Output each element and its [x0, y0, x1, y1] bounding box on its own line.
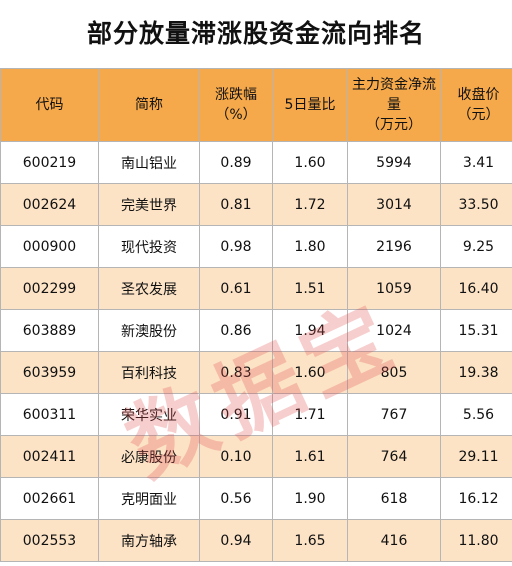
- cell-name: 完美世界: [98, 183, 200, 226]
- cell-close-price: 16.12: [440, 477, 512, 520]
- cell-close-price: 5.56: [440, 393, 512, 436]
- cell-change-pct: 0.83: [199, 351, 273, 394]
- cell-volume-ratio: 1.90: [272, 477, 348, 520]
- cell-close-price: 16.40: [440, 267, 512, 310]
- cell-change-pct: 0.91: [199, 393, 273, 436]
- cell-main-net-flow: 1024: [347, 309, 441, 352]
- cell-code: 000900: [0, 225, 99, 268]
- table-row: 603959 百利科技 0.83 1.60 805 19.38: [0, 351, 512, 394]
- cell-main-net-flow: 416: [347, 519, 441, 562]
- cell-volume-ratio: 1.60: [272, 141, 348, 184]
- cell-close-price: 15.31: [440, 309, 512, 352]
- cell-close-price: 33.50: [440, 183, 512, 226]
- cell-volume-ratio: 1.80: [272, 225, 348, 268]
- cell-volume-ratio: 1.61: [272, 435, 348, 478]
- column-header-code: 代码: [0, 68, 99, 142]
- cell-code: 600219: [0, 141, 99, 184]
- column-header-name: 简称: [98, 68, 200, 142]
- cell-change-pct: 0.61: [199, 267, 273, 310]
- cell-code: 603889: [0, 309, 99, 352]
- cell-code: 002661: [0, 477, 99, 520]
- cell-close-price: 9.25: [440, 225, 512, 268]
- table-row: 002553 南方轴承 0.94 1.65 416 11.80: [0, 519, 512, 562]
- table-row: 002299 圣农发展 0.61 1.51 1059 16.40: [0, 267, 512, 310]
- cell-code: 002299: [0, 267, 99, 310]
- column-header-main-net-flow: 主力资金净流量 （万元）: [347, 68, 441, 142]
- cell-name: 南山铝业: [98, 141, 200, 184]
- cell-volume-ratio: 1.71: [272, 393, 348, 436]
- cell-volume-ratio: 1.51: [272, 267, 348, 310]
- fund-flow-table: 代码 简称 涨跌幅 （%） 5日量比 主力资金净流量 （万元） 收盘价 （元） 600…: [0, 68, 512, 562]
- table-row: 002624 完美世界 0.81 1.72 3014 33.50: [0, 183, 512, 226]
- cell-change-pct: 0.81: [199, 183, 273, 226]
- table-header-row: 代码 简称 涨跌幅 （%） 5日量比 主力资金净流量 （万元） 收盘价 （元）: [0, 68, 512, 142]
- cell-code: 002624: [0, 183, 99, 226]
- cell-name: 圣农发展: [98, 267, 200, 310]
- cell-volume-ratio: 1.72: [272, 183, 348, 226]
- cell-code: 600311: [0, 393, 99, 436]
- cell-code: 002553: [0, 519, 99, 562]
- cell-change-pct: 0.89: [199, 141, 273, 184]
- table-row: 600311 荣华实业 0.91 1.71 767 5.56: [0, 393, 512, 436]
- cell-code: 603959: [0, 351, 99, 394]
- cell-change-pct: 0.10: [199, 435, 273, 478]
- column-header-volume-ratio: 5日量比: [272, 68, 348, 142]
- table-row: 002411 必康股份 0.10 1.61 764 29.11: [0, 435, 512, 478]
- cell-name: 荣华实业: [98, 393, 200, 436]
- cell-main-net-flow: 5994: [347, 141, 441, 184]
- cell-name: 现代投资: [98, 225, 200, 268]
- column-header-change-pct: 涨跌幅 （%）: [199, 68, 273, 142]
- cell-code: 002411: [0, 435, 99, 478]
- table-row: 600219 南山铝业 0.89 1.60 5994 3.41: [0, 141, 512, 184]
- cell-volume-ratio: 1.94: [272, 309, 348, 352]
- cell-change-pct: 0.94: [199, 519, 273, 562]
- cell-name: 南方轴承: [98, 519, 200, 562]
- cell-close-price: 3.41: [440, 141, 512, 184]
- cell-close-price: 19.38: [440, 351, 512, 394]
- cell-name: 新澳股份: [98, 309, 200, 352]
- cell-name: 必康股份: [98, 435, 200, 478]
- cell-close-price: 29.11: [440, 435, 512, 478]
- cell-close-price: 11.80: [440, 519, 512, 562]
- cell-main-net-flow: 3014: [347, 183, 441, 226]
- cell-main-net-flow: 2196: [347, 225, 441, 268]
- page-title: 部分放量滞涨股资金流向排名: [86, 19, 425, 48]
- cell-main-net-flow: 767: [347, 393, 441, 436]
- cell-main-net-flow: 764: [347, 435, 441, 478]
- table-row: 000900 现代投资 0.98 1.80 2196 9.25: [0, 225, 512, 268]
- cell-name: 克明面业: [98, 477, 200, 520]
- cell-change-pct: 0.56: [199, 477, 273, 520]
- cell-change-pct: 0.86: [199, 309, 273, 352]
- cell-main-net-flow: 618: [347, 477, 441, 520]
- table-row: 002661 克明面业 0.56 1.90 618 16.12: [0, 477, 512, 520]
- table-row: 603889 新澳股份 0.86 1.94 1024 15.31: [0, 309, 512, 352]
- cell-name: 百利科技: [98, 351, 200, 394]
- cell-change-pct: 0.98: [199, 225, 273, 268]
- cell-volume-ratio: 1.65: [272, 519, 348, 562]
- cell-volume-ratio: 1.60: [272, 351, 348, 394]
- column-header-close-price: 收盘价 （元）: [440, 68, 512, 142]
- cell-main-net-flow: 1059: [347, 267, 441, 310]
- table-body: 600219 南山铝业 0.89 1.60 5994 3.41 002624 完美世界 0.81…: [0, 141, 512, 562]
- cell-main-net-flow: 805: [347, 351, 441, 394]
